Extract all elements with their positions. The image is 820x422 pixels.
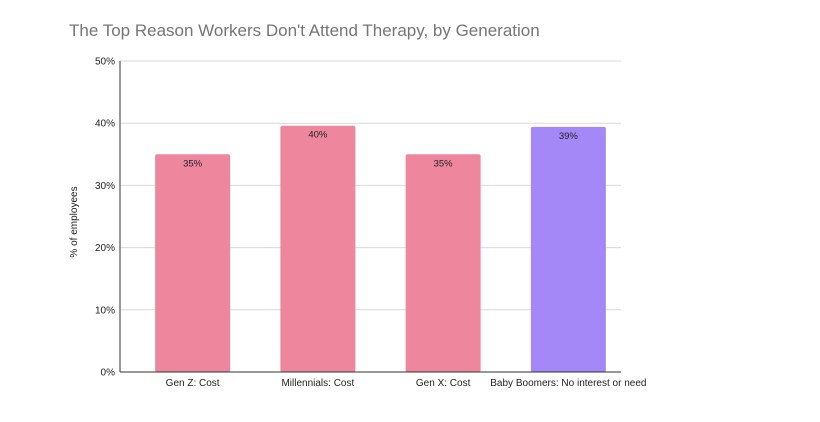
data-label: 39% <box>559 131 579 142</box>
y-tick-label: 0% <box>101 368 116 379</box>
data-labels: 35% 40% 35% 39% <box>183 130 578 170</box>
y-tick-label: 40% <box>95 119 115 130</box>
y-tick-label: 20% <box>95 243 115 254</box>
bar <box>280 125 356 372</box>
x-tick-label: Baby Boomers: No interest or need <box>490 378 646 389</box>
y-tick-label: 50% <box>95 57 115 68</box>
x-tick-label: Gen X: Cost <box>416 378 471 389</box>
bar <box>405 154 481 372</box>
data-label: 35% <box>434 158 454 169</box>
y-tick-label: 30% <box>95 181 115 192</box>
y-axis-ticks: 0% 10% 20% 30% 40% 50% <box>95 57 115 379</box>
data-label: 40% <box>308 130 328 141</box>
chart-title: The Top Reason Workers Don't Attend Ther… <box>69 21 540 40</box>
x-tick-label: Gen Z: Cost <box>166 378 220 389</box>
bar <box>530 126 606 372</box>
x-axis-labels: Gen Z: Cost Millennials: Cost Gen X: Cost B… <box>166 378 647 389</box>
y-axis-title: % of employees <box>69 186 80 257</box>
bar <box>155 154 231 372</box>
data-label: 35% <box>183 158 203 169</box>
x-tick-label: Millennials: Cost <box>281 378 354 389</box>
y-tick-label: 10% <box>95 305 115 316</box>
bars <box>155 125 606 372</box>
